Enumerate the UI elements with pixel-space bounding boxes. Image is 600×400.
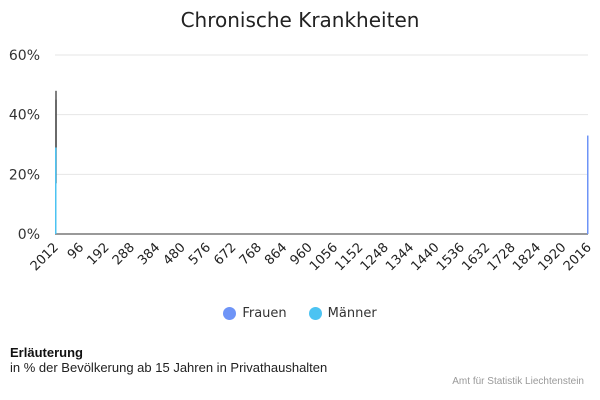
y-tick-label: 20%	[9, 167, 40, 183]
x-tick-label: 1152	[332, 240, 366, 274]
legend-label: Männer	[327, 306, 377, 321]
x-tick-label: 1248	[358, 240, 392, 274]
legend-dot-icon	[223, 307, 237, 320]
y-tick-label: 0%	[18, 227, 40, 243]
x-tick-label: 768	[237, 240, 265, 268]
x-tick-label: 672	[211, 240, 239, 268]
note-text: in % der Bevölkerung ab 15 Jahren in Pri…	[10, 360, 328, 375]
x-tick-label: 480	[161, 240, 189, 268]
x-tick-label: 192	[84, 240, 112, 268]
legend-item-frauen[interactable]: Frauen	[223, 306, 287, 321]
x-tick-label: 1344	[383, 240, 417, 274]
bar-frauen	[587, 135, 589, 234]
legend-dot-icon	[308, 307, 322, 320]
x-tick-label: 288	[110, 240, 138, 268]
chart-title: Chronische Krankheiten	[180, 8, 420, 32]
x-tick-label: 1536	[434, 240, 468, 274]
legend-item-maenner[interactable]: Männer	[308, 306, 377, 321]
x-tick-label: 1632	[459, 240, 493, 274]
legend: Frauen Männer	[0, 306, 600, 321]
bar-männer	[55, 147, 57, 234]
x-tick-label: 1920	[535, 240, 569, 274]
y-tick-label: 60%	[9, 48, 40, 64]
x-tick-label: 864	[262, 240, 290, 268]
x-tick-label: 1440	[409, 240, 443, 274]
x-tick-label: 2012	[28, 240, 62, 274]
x-tick-label: 1056	[307, 240, 341, 274]
y-tick-label: 40%	[9, 108, 40, 124]
x-tick-label: 1728	[485, 240, 519, 274]
x-tick-label: 96	[65, 240, 87, 262]
x-tick-label: 2016	[561, 240, 595, 274]
x-tick-label: 576	[186, 240, 214, 268]
note-title: Erläuterung	[10, 345, 83, 360]
chart-area: 0% 20% 40% 60% 2012 9619228838448057667276886…	[9, 48, 595, 274]
x-tick-label: 1824	[510, 240, 544, 274]
legend-label: Frauen	[242, 306, 287, 321]
x-tick-label: 384	[135, 240, 163, 268]
source-credit: Amt für Statistik Liechtenstein	[452, 376, 584, 387]
